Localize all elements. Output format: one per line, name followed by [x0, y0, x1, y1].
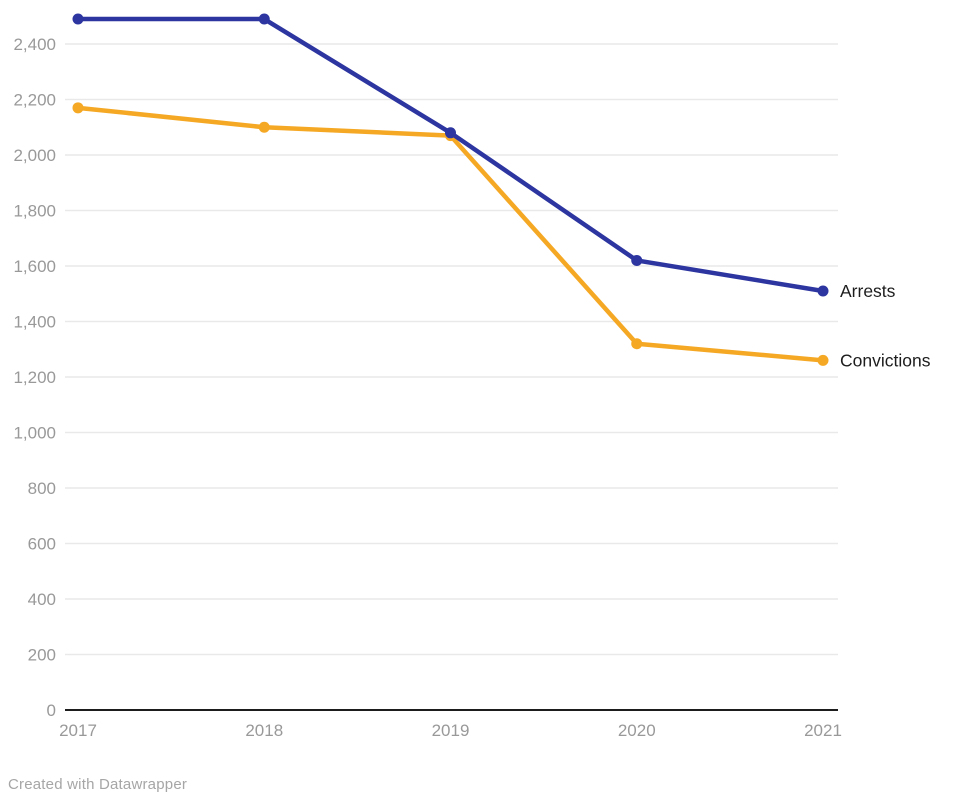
data-point-convictions	[817, 354, 829, 366]
data-point-arrests	[631, 254, 643, 266]
data-point-convictions	[72, 102, 84, 114]
y-tick-label: 2,000	[13, 146, 56, 165]
data-point-convictions	[258, 121, 270, 133]
line-chart: 0 200 400 600 800 1,000 1,200 1,400 1,600 1,800 2,…	[13, 13, 931, 740]
x-tick-label: 2018	[245, 721, 283, 740]
series-label-arrests: Arrests	[840, 281, 896, 301]
y-tick-label: 1,000	[13, 424, 56, 443]
y-tick-label: 400	[28, 590, 56, 609]
y-tick-label: 1,400	[13, 313, 56, 332]
x-tick-label: 2019	[432, 721, 470, 740]
series-label-convictions: Convictions	[840, 350, 931, 370]
x-tick-label: 2020	[618, 721, 656, 740]
y-tick-label: 600	[28, 535, 56, 554]
series-line-convictions	[75, 105, 826, 363]
y-tick-label: 2,400	[13, 35, 56, 54]
y-tick-label: 2,200	[13, 91, 56, 110]
data-point-arrests	[445, 127, 456, 139]
y-tick-label: 200	[28, 646, 56, 665]
y-tick-label: 800	[28, 479, 56, 498]
data-point-arrests	[258, 13, 270, 25]
data-point-arrests	[72, 13, 84, 25]
y-tick-label: 1,600	[13, 257, 56, 276]
x-tick-label: 2021	[804, 721, 842, 740]
x-tick-label: 2017	[59, 721, 97, 740]
y-tick-label: 1,800	[13, 202, 56, 221]
y-tick-label: 0	[47, 701, 56, 720]
data-point-arrests	[817, 285, 829, 297]
data-point-convictions	[631, 338, 643, 350]
y-tick-label: 1,200	[13, 368, 56, 387]
datawrapper-credit: Created with Datawrapper	[8, 776, 188, 793]
